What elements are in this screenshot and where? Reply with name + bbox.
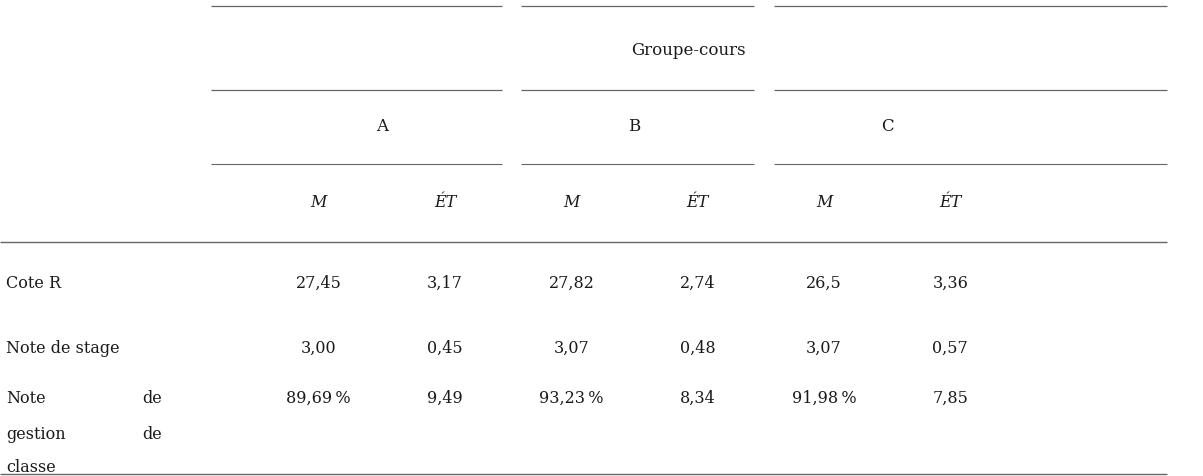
Text: 0,48: 0,48 <box>680 339 716 356</box>
Text: de: de <box>142 425 161 442</box>
Text: B: B <box>628 118 641 135</box>
Text: M: M <box>816 194 832 211</box>
Text: 26,5: 26,5 <box>806 275 842 292</box>
Text: 93,23 %: 93,23 % <box>539 389 604 406</box>
Text: classe: classe <box>6 458 55 475</box>
Text: Note de stage: Note de stage <box>6 339 119 356</box>
Text: 89,69 %: 89,69 % <box>286 389 351 406</box>
Text: 3,36: 3,36 <box>932 275 968 292</box>
Text: de: de <box>142 389 161 406</box>
Text: 0,45: 0,45 <box>427 339 463 356</box>
Text: M: M <box>563 194 580 211</box>
Text: 3,07: 3,07 <box>806 339 842 356</box>
Text: ÉT: ÉT <box>940 194 961 211</box>
Text: Cote R: Cote R <box>6 275 61 292</box>
Text: 3,07: 3,07 <box>553 339 589 356</box>
Text: 9,49: 9,49 <box>427 389 463 406</box>
Text: M: M <box>310 194 327 211</box>
Text: 0,57: 0,57 <box>932 339 968 356</box>
Text: C: C <box>881 118 894 135</box>
Text: Groupe-cours: Groupe-cours <box>632 41 746 59</box>
Text: 27,82: 27,82 <box>549 275 594 292</box>
Text: 8,34: 8,34 <box>680 389 716 406</box>
Text: Note: Note <box>6 389 46 406</box>
Text: 27,45: 27,45 <box>296 275 342 292</box>
Text: A: A <box>377 118 387 135</box>
Text: 3,17: 3,17 <box>427 275 463 292</box>
Text: 2,74: 2,74 <box>680 275 716 292</box>
Text: 3,00: 3,00 <box>301 339 337 356</box>
Text: 7,85: 7,85 <box>932 389 968 406</box>
Text: 91,98 %: 91,98 % <box>792 389 857 406</box>
Text: gestion: gestion <box>6 425 66 442</box>
Text: ÉT: ÉT <box>434 194 456 211</box>
Text: ÉT: ÉT <box>687 194 709 211</box>
